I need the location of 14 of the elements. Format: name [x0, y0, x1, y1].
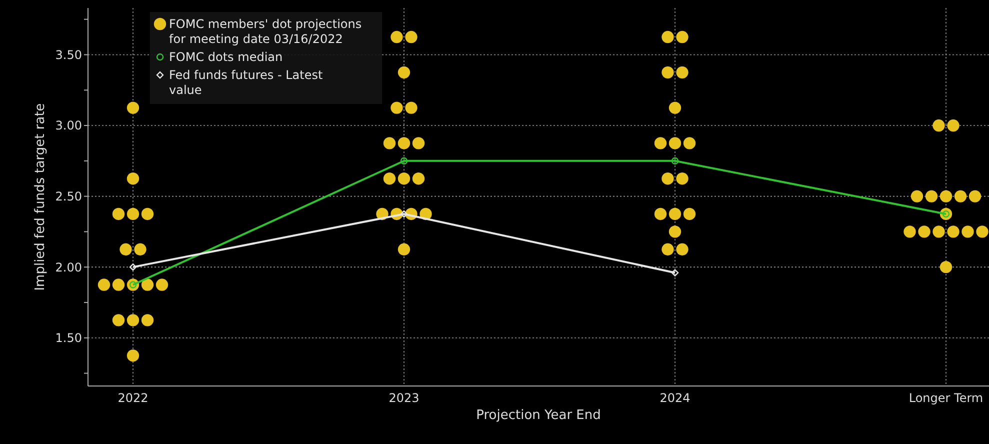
- x-axis-title: Projection Year End: [476, 408, 601, 423]
- y-tick-label: 1.50: [55, 331, 82, 346]
- x-tick-label: 2023: [388, 391, 420, 405]
- legend-label: Fed funds futures - Latest value: [169, 68, 323, 98]
- y-tick-label: 2.50: [55, 189, 82, 204]
- x-tick-label: Longer Term: [908, 391, 984, 405]
- x-tick-label: 2022: [118, 391, 148, 405]
- legend-label: FOMC members' dot projections for meeting date 03/16/2022: [169, 17, 362, 46]
- x-tick-label: 2024: [660, 391, 690, 405]
- y-tick-label: 3.00: [55, 118, 82, 133]
- y-axis-title: Implied fed funds target rate: [33, 103, 48, 291]
- y-tick-label: 3.50: [55, 48, 82, 62]
- legend-label: FOMC dots median: [169, 50, 283, 64]
- y-tick-label: 2.00: [55, 260, 82, 274]
